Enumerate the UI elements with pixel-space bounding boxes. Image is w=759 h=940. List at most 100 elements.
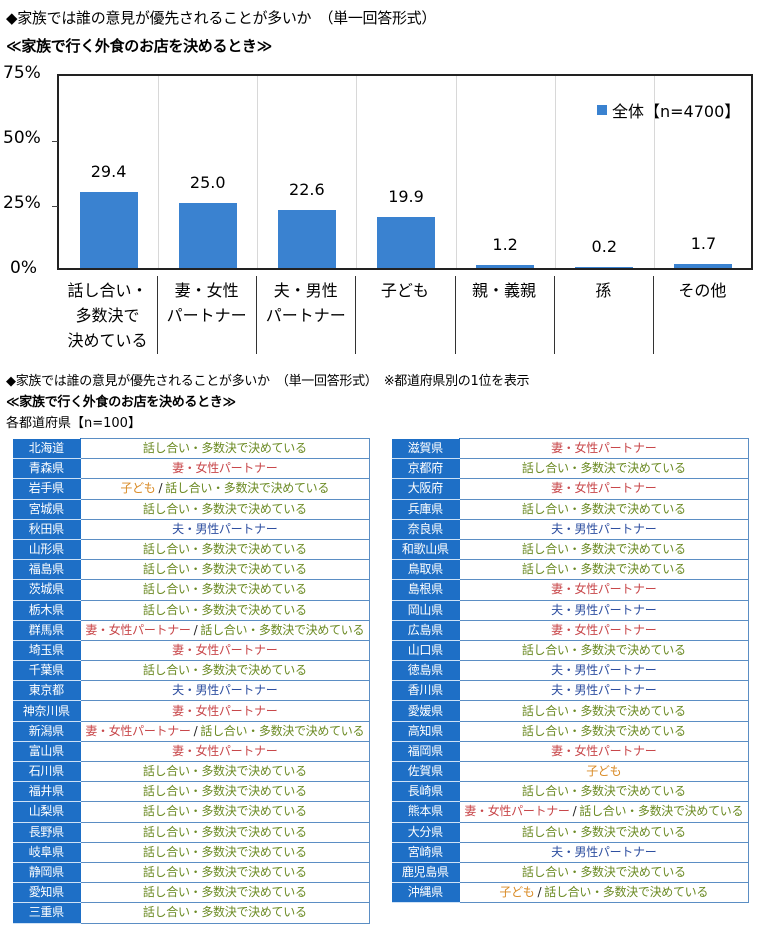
prefecture-name: 東京都 — [13, 680, 81, 702]
legend-swatch-icon — [597, 105, 607, 115]
table-row: 香川県 夫・男性パートナー — [392, 680, 749, 702]
prefecture-name: 沖縄県 — [392, 882, 460, 904]
prefecture-name: 山梨県 — [13, 801, 81, 823]
table-row: 北海道 話し合い・多数決で決めている — [13, 437, 370, 460]
prefecture-table-right: 滋賀県 妻・女性パートナー 京都府 話し合い・多数決で決めている 大阪府 妻・女性パートナ… — [392, 437, 749, 904]
answer-separator: / — [537, 885, 542, 900]
answer-wife: 妻・女性パートナー — [551, 743, 657, 758]
answer-discuss: 話し合い・多数決で決めている — [544, 885, 709, 900]
answer-discuss: 話し合い・多数決で決めている — [142, 804, 307, 819]
answer-discuss: 話し合い・多数決で決めている — [521, 784, 686, 799]
top-answer-cell: 妻・女性パートナー — [459, 619, 749, 641]
prefecture-name: 石川県 — [13, 761, 81, 783]
answer-discuss: 話し合い・多数決で決めている — [142, 542, 307, 557]
chart-legend: 全体【n=4700】 — [597, 98, 740, 122]
table-row: 大阪府 妻・女性パートナー — [392, 478, 749, 500]
top-answer-cell: 話し合い・多数決で決めている — [459, 700, 749, 722]
prefecture-name: 秋田県 — [13, 519, 81, 540]
answer-discuss: 話し合い・多数決で決めている — [142, 865, 307, 880]
table-row: 千葉県 話し合い・多数決で決めている — [13, 660, 370, 682]
category-gridline — [158, 76, 160, 268]
answer-discuss: 話し合い・多数決で決めている — [142, 844, 307, 859]
table-row: 青森県 妻・女性パートナー — [13, 458, 370, 480]
table-row: 京都府 話し合い・多数決で決めている — [392, 458, 749, 480]
prefecture-name: 島根県 — [392, 579, 460, 601]
prefecture-name: 神奈川県 — [13, 700, 81, 722]
x-category-label: 親・義親 — [472, 281, 537, 300]
top-answer-cell: 話し合い・多数決で決めている — [459, 781, 749, 803]
top-answer-cell: 夫・男性パートナー — [459, 599, 749, 621]
x-category-label: 孫 — [595, 281, 612, 300]
prefecture-name: 熊本県 — [392, 801, 460, 823]
table-row: 愛知県 話し合い・多数決で決めている — [13, 882, 370, 904]
bar-1 — [178, 203, 237, 268]
answer-husband: 夫・男性パートナー — [172, 683, 278, 698]
answer-discuss: 話し合い・多数決で決めている — [521, 542, 686, 557]
table-row: 岩手県 子ども / 話し合い・多数決で決めている — [13, 478, 370, 500]
top-answer-cell: 話し合い・多数決で決めている — [80, 599, 370, 621]
answer-discuss: 話し合い・多数決で決めている — [142, 764, 307, 779]
table-row: 福岡県 妻・女性パートナー — [392, 740, 749, 763]
chart-question-title: ◆家族では誰の意見が優先されることが多いか （単一回答形式） — [6, 9, 437, 27]
top-answer-cell: 話し合い・多数決で決めている — [459, 720, 749, 742]
answer-separator: / — [193, 723, 198, 738]
bar-value-label: 0.2 — [591, 237, 617, 257]
top-answer-cell: 妻・女性パートナー — [80, 639, 370, 662]
answer-wife: 妻・女性パートナー — [172, 703, 278, 718]
prefecture-name: 高知県 — [392, 721, 460, 742]
table-row: 栃木県 話し合い・多数決で決めている — [13, 599, 370, 621]
category-gridline — [554, 76, 556, 268]
legend-label: 全体【n=4700】 — [612, 102, 741, 121]
table-row: 宮城県 話し合い・多数決で決めている — [13, 498, 370, 520]
y-tick-50: 50% — [3, 128, 41, 148]
table-question-title: ◆家族では誰の意見が優先されることが多いか （単一回答形式） ※都道府県別の1位… — [6, 374, 530, 389]
top-answer-cell: 話し合い・多数決で決めている — [80, 498, 370, 520]
table-row: 山形県 話し合い・多数決で決めている — [13, 538, 370, 561]
top-answer-cell: 夫・男性パートナー — [80, 518, 370, 540]
answer-discuss: 話し合い・多数決で決めている — [142, 905, 307, 920]
answer-discuss: 話し合い・多数決で決めている — [521, 501, 686, 516]
table-row: 和歌山県 話し合い・多数決で決めている — [392, 538, 749, 561]
answer-separator: / — [158, 481, 163, 496]
top-answer-cell: 話し合い・多数決で決めている — [80, 437, 370, 460]
answer-husband: 夫・男性パートナー — [172, 521, 278, 536]
answer-separator: / — [572, 804, 577, 819]
answer-husband: 夫・男性パートナー — [551, 521, 657, 536]
table-row: 大分県 話し合い・多数決で決めている — [392, 821, 749, 843]
top-answer-cell: 話し合い・多数決で決めている — [459, 861, 749, 884]
top-answer-cell: 話し合い・多数決で決めている — [80, 861, 370, 884]
table-row: 島根県 妻・女性パートナー — [392, 579, 749, 601]
table-row: 愛媛県 話し合い・多数決で決めている — [392, 700, 749, 722]
top-answer-cell: 話し合い・多数決で決めている — [459, 538, 749, 561]
table-row: 広島県 妻・女性パートナー — [392, 619, 749, 641]
bar-value-label: 1.7 — [690, 233, 717, 253]
answer-discuss: 話し合い・多数決で決めている — [142, 824, 307, 839]
answer-husband: 夫・男性パートナー — [551, 683, 657, 698]
prefecture-name: 北海道 — [13, 438, 81, 460]
category-gridline — [356, 76, 358, 268]
table-row: 埼玉県 妻・女性パートナー — [13, 639, 370, 662]
prefecture-name: 滋賀県 — [392, 438, 460, 460]
answer-discuss: 話し合い・多数決で決めている — [521, 461, 686, 476]
category-separator — [652, 276, 654, 354]
prefecture-name: 京都府 — [392, 458, 460, 480]
table-row: 奈良県 夫・男性パートナー — [392, 518, 749, 540]
bar-value-label: 1.2 — [492, 234, 518, 254]
top-answer-cell: 子ども / 話し合い・多数決で決めている — [459, 882, 749, 904]
table-row: 兵庫県 話し合い・多数決で決めている — [392, 498, 749, 520]
x-category-label: 話し合い・ 多数決で 決めている — [67, 281, 148, 350]
answer-discuss: 話し合い・多数決で決めている — [142, 784, 307, 799]
answer-wife: 妻・女性パートナー — [85, 723, 191, 738]
prefecture-name: 山口県 — [392, 640, 460, 662]
prefecture-name: 宮城県 — [13, 499, 81, 520]
answer-discuss: 話し合い・多数決で決めている — [142, 562, 307, 577]
top-answer-cell: 話し合い・多数決で決めている — [459, 458, 749, 480]
prefecture-name: 鹿児島県 — [392, 862, 460, 884]
answer-discuss: 話し合い・多数決で決めている — [521, 562, 686, 577]
answer-child: 子ども — [120, 481, 156, 496]
answer-wife: 妻・女性パートナー — [464, 804, 570, 819]
table-row: 秋田県 夫・男性パートナー — [13, 518, 370, 540]
table-row: 東京都 夫・男性パートナー — [13, 680, 370, 702]
answer-discuss: 話し合い・多数決で決めている — [579, 804, 744, 819]
prefecture-name: 福岡県 — [392, 741, 460, 763]
